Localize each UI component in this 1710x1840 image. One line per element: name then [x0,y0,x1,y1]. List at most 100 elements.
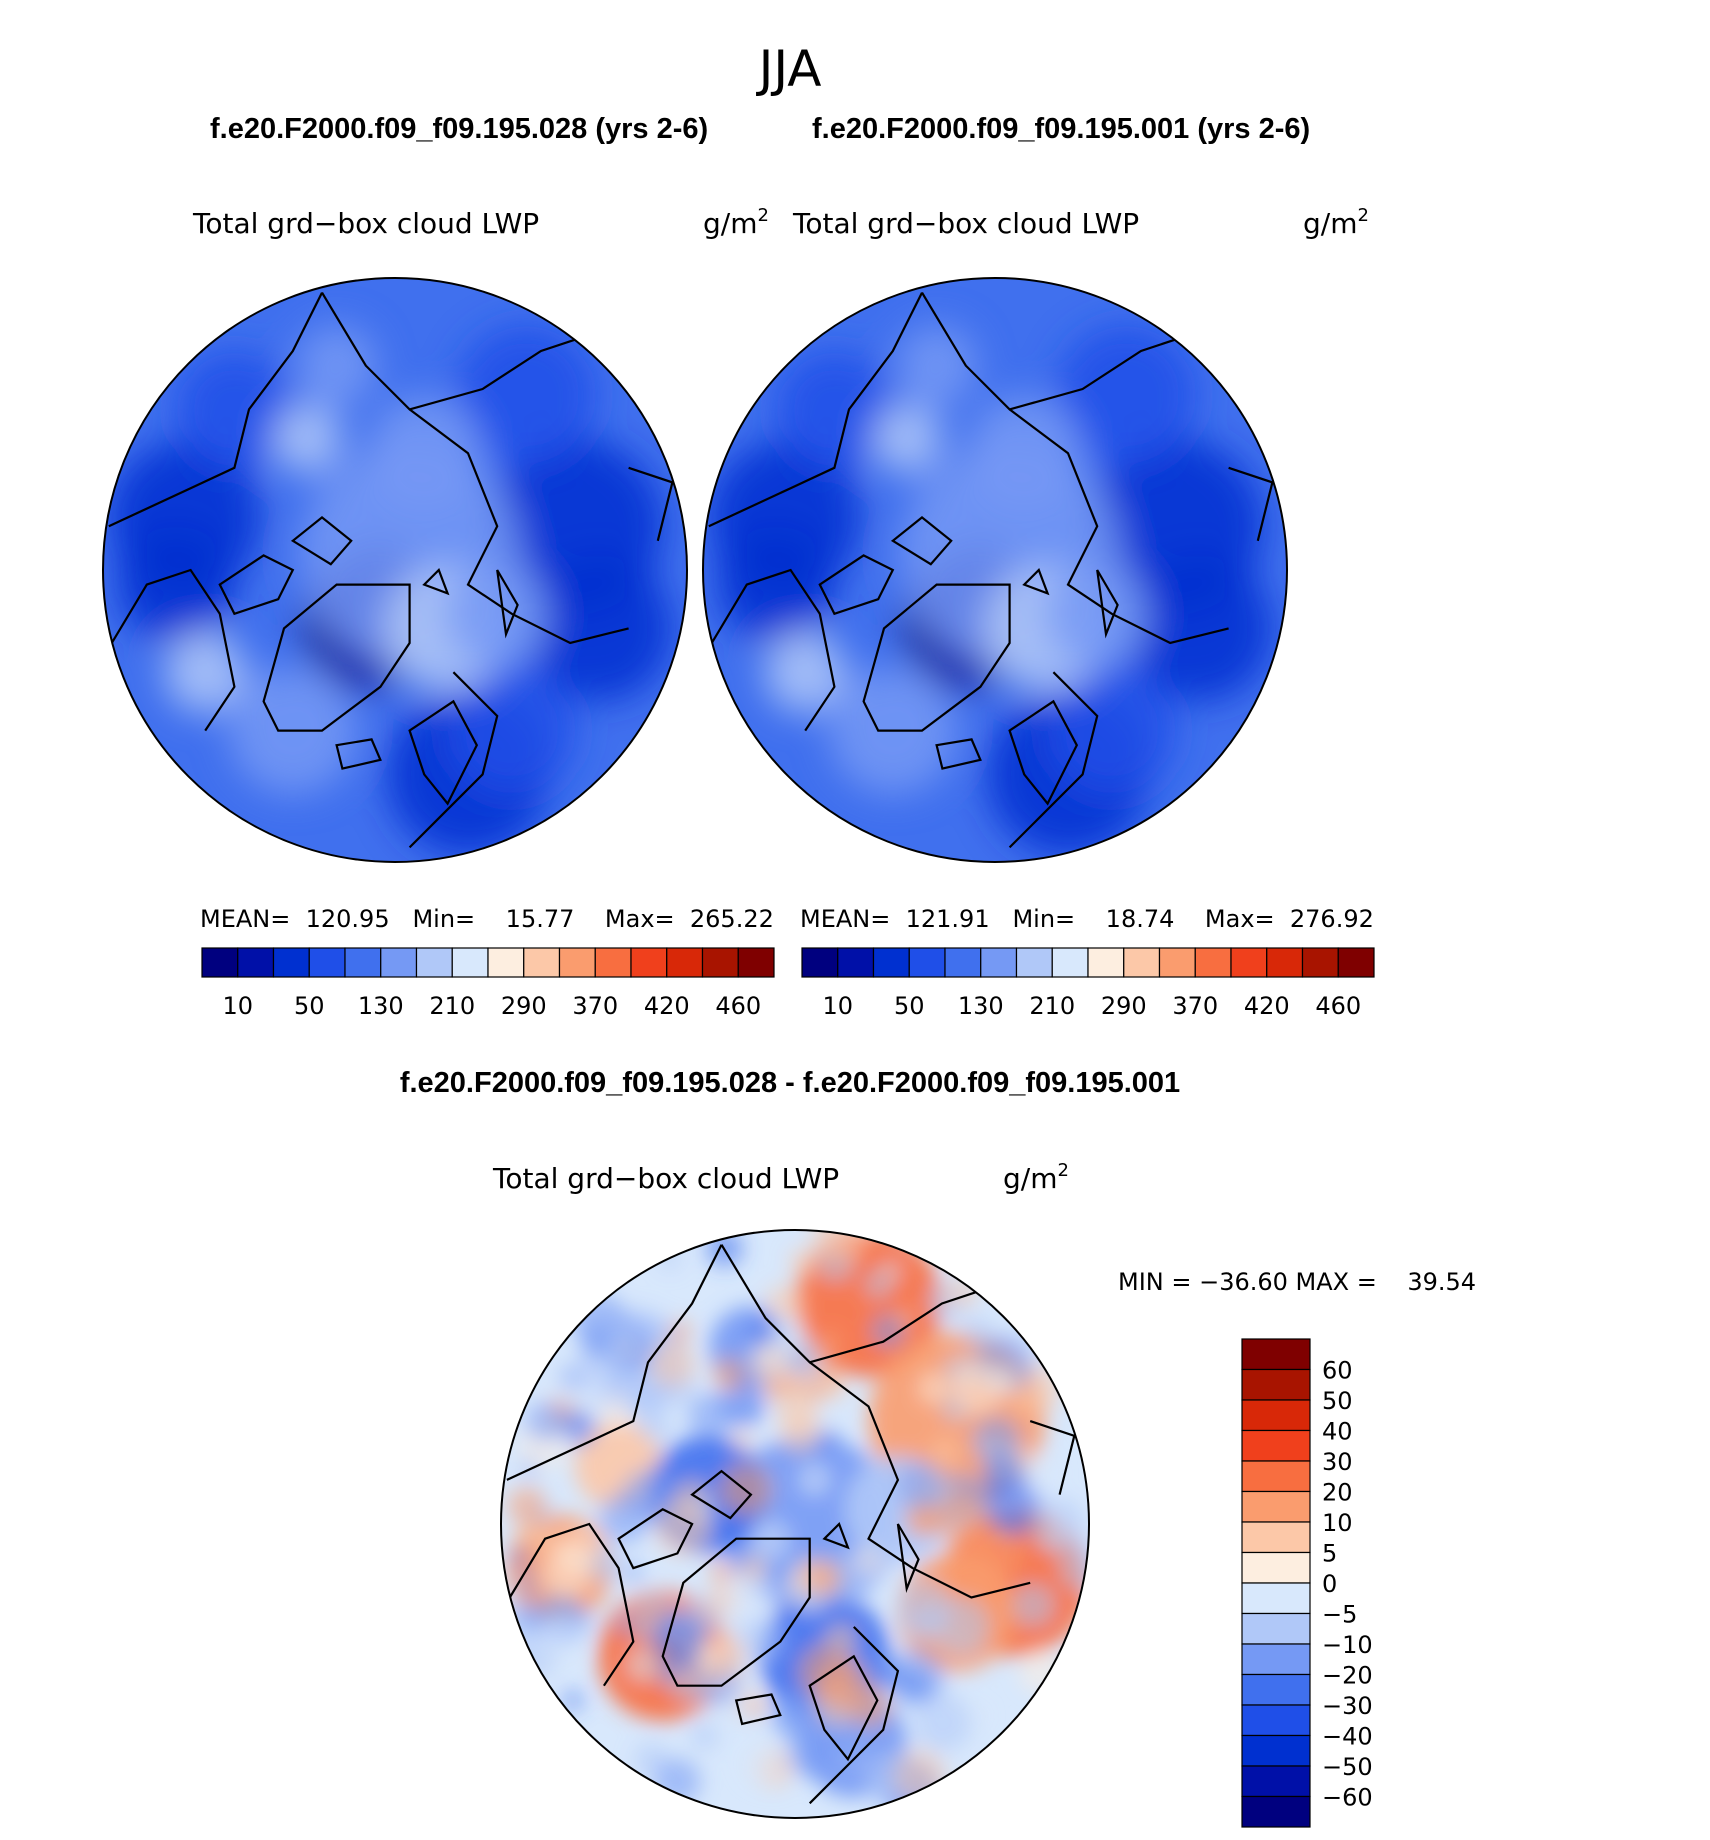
diff-field-title: Total grd−box cloud LWP [492,1162,839,1195]
coastline [103,568,236,732]
field-patch [655,1662,679,1685]
field-patch [539,1614,588,1662]
coastline [218,554,295,616]
colorbar-tick-label: 130 [358,992,404,1020]
field-patch [968,1706,988,1726]
field-patch [765,1285,805,1325]
field-patch [272,403,343,474]
colorbar-tick-label: 50 [894,992,925,1020]
colorbar-tick-label: 210 [429,992,475,1020]
field-patch [616,1615,636,1635]
colorbar-tick-label: −60 [1322,1784,1373,1812]
coastline [921,292,1186,411]
colorbar-swatch [1241,1643,1311,1676]
colorbar-swatch [737,947,775,978]
coastline [501,1522,635,1687]
coastline [290,515,353,566]
field-patch [580,1323,614,1357]
field-patch [655,1499,711,1556]
map-panel-case2: Total grd−box cloud LWP g/m2 MEAN= 121.9… [702,205,1375,1020]
panel1-map-border [102,277,688,863]
field-patch [525,1402,565,1443]
field-patch [365,394,483,512]
coastline [1008,699,1079,806]
coastline [335,738,382,770]
panel2-stats: MEAN= 121.91 Min= 18.74 Max= 276.92 [800,905,1374,933]
field-patch [819,1329,842,1352]
colorbar-swatch [1241,1612,1311,1645]
panel2-units: g/m2 [1303,205,1369,240]
colorbar-swatch [1241,1704,1311,1737]
coastline [1029,1420,1076,1495]
panel1-units: g/m2 [703,205,769,240]
map-panel-diff: Total grd−box cloud LWP g/m2 MIN = −36.6… [492,1160,1476,1828]
colorbar-swatch [451,947,489,978]
colorbar-tick-label: 420 [644,992,690,1020]
colorbar-swatch [1241,1521,1311,1554]
field-patch [746,1698,765,1717]
field-patch [780,1413,821,1454]
colorbar-swatch [1241,1399,1311,1432]
colorbar-swatch [872,947,910,978]
field-patch [295,324,378,407]
coastline [703,568,836,732]
panel1-stats: MEAN= 120.95 Min= 15.77 Max= 265.22 [200,905,774,933]
coastline [408,699,479,806]
field-patch [599,1492,650,1544]
field-patch [807,1560,843,1596]
colorbar-tick-label: 290 [1101,992,1147,1020]
colorbar-tick-label: 30 [1322,1448,1353,1476]
coastline [890,515,953,566]
colorbar-swatch [1015,947,1053,978]
field-patch [506,1486,547,1526]
field-patch [919,1373,950,1404]
colorbar-swatch [980,947,1018,978]
coastline [661,1537,811,1687]
colorbar-tick-label: 460 [1315,992,1361,1020]
colorbar-tick-label: 50 [1322,1387,1353,1415]
field-patch [560,1363,606,1410]
field-patch [764,1375,790,1401]
colorbar-swatch [1241,1551,1311,1584]
field-patch [652,1611,710,1669]
field-patch [785,1734,828,1778]
field-patch [848,1686,891,1729]
colorbar-tick-label: 130 [958,992,1004,1020]
coastline [496,569,519,639]
colorbar-tick-label: 60 [1322,1357,1353,1385]
field-patch [777,1696,800,1719]
field-patch [865,1271,892,1298]
diff-title: f.e20.F2000.f09_f09.195.028 - f.e20.F200… [400,1067,1180,1099]
case2-title: f.e20.F2000.f09_f09.195.001 (yrs 2-6) [812,113,1310,145]
field-patch [599,1395,632,1428]
field-patch [1022,1453,1060,1491]
colorbar-swatch [201,947,239,978]
field-patch [764,631,847,714]
colorbar-tick-label: 370 [572,992,618,1020]
colorbar-tick-label: 460 [715,992,761,1020]
colorbar-swatch [1241,1765,1311,1798]
colorbar-swatch [1241,1490,1311,1523]
coastline [734,1693,782,1726]
field-patch [1011,1583,1055,1627]
field-patch [897,1462,946,1511]
panel2-colorbar: 10 50 130 210 290 370 420 460 [801,947,1375,1020]
field-patch [731,1430,752,1451]
colorbar-tick-label: −5 [1322,1601,1357,1629]
colorbar-tick-label: −30 [1322,1692,1373,1720]
colorbar-swatch [237,947,275,978]
field-patch [712,1357,747,1392]
colorbar-tick-label: 5 [1322,1540,1337,1568]
coastline [408,408,629,645]
colorbar-swatch [701,947,739,978]
field-patch [526,555,673,702]
colorbar-swatch [1266,947,1304,978]
coastline [321,292,586,411]
field-patch [872,403,943,474]
coastline [935,738,982,770]
colorbar-tick-label: 290 [501,992,547,1020]
field-patch [456,324,597,465]
field-patch [1056,324,1197,465]
field-patch [798,1463,831,1496]
field-patch [821,1375,847,1400]
